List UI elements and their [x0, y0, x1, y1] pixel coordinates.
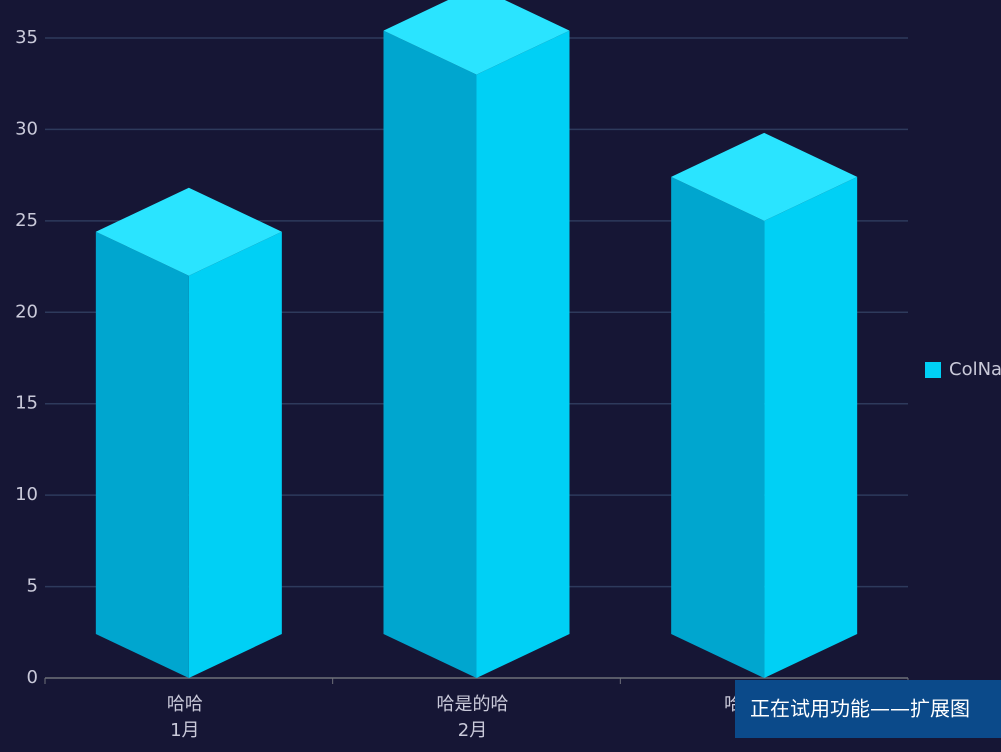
bar	[95, 187, 282, 678]
x-tick-label: 哈哈	[167, 694, 203, 715]
x-tick-label: 2月	[458, 720, 487, 741]
label-group: 哈哈	[167, 694, 203, 715]
y-tick-label: 15	[15, 393, 38, 414]
bar-right-face	[476, 30, 570, 679]
y-tick-label: 20	[15, 301, 38, 322]
bar-left-face	[671, 176, 765, 678]
y-tick-label: 0	[27, 667, 38, 688]
bar-left-face	[383, 30, 477, 679]
legend-swatch	[925, 362, 941, 378]
banner-bg	[735, 680, 1001, 738]
bar-top-face	[95, 187, 282, 276]
bar-right-face	[764, 176, 858, 678]
y-tick-label: 35	[15, 27, 38, 48]
plot: 0 5 10 15 20 25 30 35 ColName	[15, 0, 1001, 688]
label-group: 1月	[170, 720, 199, 741]
y-tick-label: 30	[15, 118, 38, 139]
x-tick-label: 1月	[170, 720, 199, 741]
y-tick-label: 25	[15, 210, 38, 231]
bar-left-face	[95, 231, 189, 678]
x-tick-label: 哈是的哈	[437, 694, 509, 715]
bar-top-face	[671, 132, 858, 221]
legend-label: ColName	[949, 359, 1001, 380]
label-group: 2月	[458, 720, 487, 741]
bar-right-face	[188, 231, 282, 678]
label-group: 哈是的哈	[437, 694, 509, 715]
bar-top-face	[383, 0, 570, 75]
y-tick-label: 5	[27, 576, 38, 597]
bar	[671, 132, 858, 678]
banner: 正在试用功能——扩展图	[750, 697, 970, 721]
y-tick-label: 10	[15, 484, 38, 505]
bar	[383, 0, 570, 679]
